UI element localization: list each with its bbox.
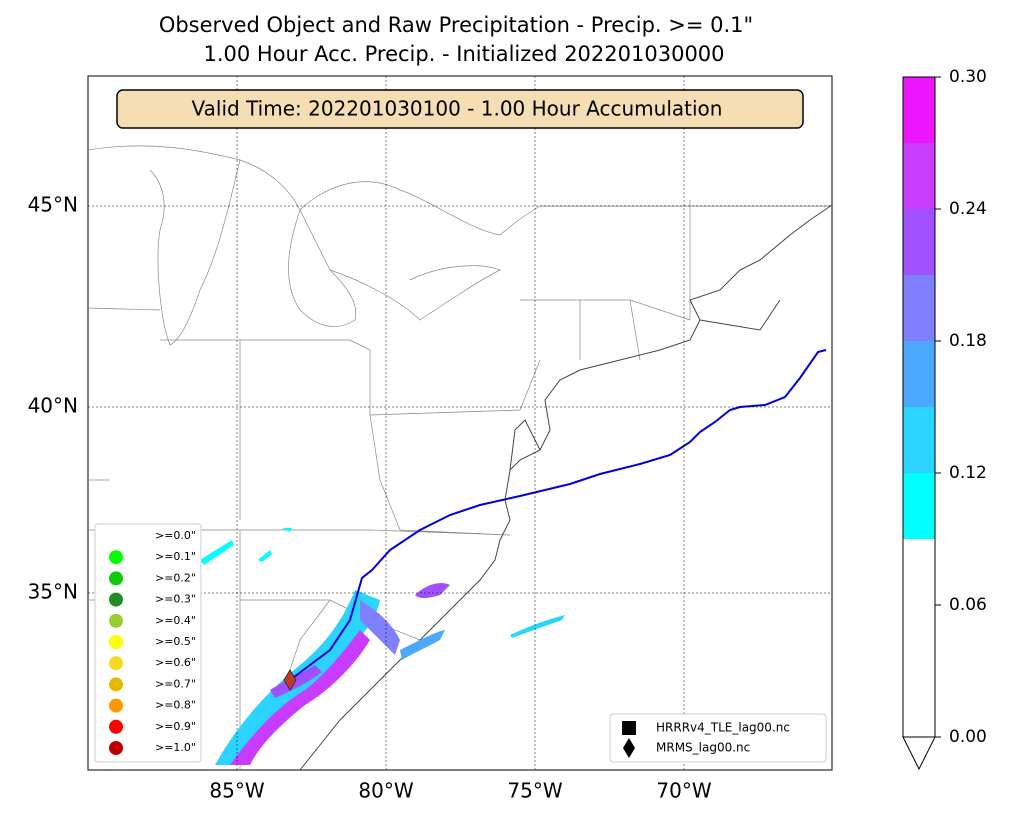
colorbar-band (903, 473, 935, 539)
colorbar-band (903, 407, 935, 473)
legend-label: MRMS_lag00.nc (656, 741, 750, 755)
lon-label: 70°W (656, 779, 711, 803)
legend-marker (622, 721, 636, 735)
colorbar-label: 0.30 (949, 67, 987, 87)
colorbar-label: 0.12 (949, 463, 987, 483)
precipitation (200, 528, 565, 765)
object-marker (283, 669, 297, 691)
title: 1.00 Hour Acc. Precip. - Initialized 202… (203, 42, 724, 66)
lon-label: 75°W (507, 779, 562, 803)
legend-label: >=0.6" (155, 656, 196, 669)
legend-label: >=0.9" (155, 720, 196, 733)
legend-dot (109, 698, 123, 713)
legend-dot (109, 741, 123, 755)
colorbar-band (903, 143, 935, 209)
legend-dot (109, 550, 123, 565)
legend-label: >=0.3" (155, 593, 196, 606)
legend-label: HRRRv4_TLE_lag00.nc (656, 721, 790, 735)
colorbar-extend (902, 736, 936, 771)
colorbar-frame (902, 76, 936, 738)
legend-label: >=0.8" (155, 699, 196, 712)
legend-label: >=1.0" (155, 741, 196, 754)
legend-label: >=0.2" (155, 571, 196, 584)
legend-dot (109, 656, 123, 671)
colorbar-band (903, 77, 935, 143)
colorbar-band (903, 341, 935, 407)
graticule: 45°N 40°N 35°N 85°W 80°W 75°W 70°W (28, 76, 832, 803)
legend-label: >=0.4" (155, 614, 196, 627)
legend-label: >=0.5" (155, 635, 196, 648)
map (87, 75, 833, 771)
valid-time: Valid Time: 202201030100 - 1.00 Hour Acc… (192, 97, 723, 121)
colorbar-band (903, 275, 935, 341)
legend-label: >=0.0" (155, 529, 196, 542)
lat-label: 35°N (28, 580, 78, 604)
legend-marker (623, 738, 635, 758)
colorbar-label: 0.06 (949, 595, 987, 615)
legend-dot (109, 635, 123, 649)
valid-time-box (116, 89, 804, 129)
lat-label: 40°N (28, 394, 78, 418)
legend-dot (109, 719, 123, 734)
legend-dot (109, 592, 123, 607)
legend-label: >=0.1" (155, 550, 196, 563)
colorbar-label: 0.18 (949, 331, 987, 351)
map-frame (87, 75, 833, 771)
lon-label: 85°W (209, 779, 264, 803)
title: Observed Object and Raw Precipitation - … (159, 13, 753, 37)
lat-label: 45°N (28, 193, 78, 217)
legend-dot (109, 677, 123, 692)
lon-label: 80°W (358, 779, 413, 803)
colorbar-label: 0.00 (949, 727, 987, 747)
colorbar-label: 0.24 (949, 199, 987, 219)
legend-dot (109, 571, 123, 586)
legend-dot (109, 613, 123, 628)
object-legend (609, 713, 827, 763)
colorbar: 0.00 0.06 0.12 0.18 0.24 0.30 (902, 67, 987, 771)
object-track (289, 349, 827, 681)
legend-dot (109, 529, 123, 543)
colorbar-band (903, 539, 935, 737)
colorbar-band (903, 209, 935, 275)
legend-label: >=0.7" (155, 677, 196, 690)
